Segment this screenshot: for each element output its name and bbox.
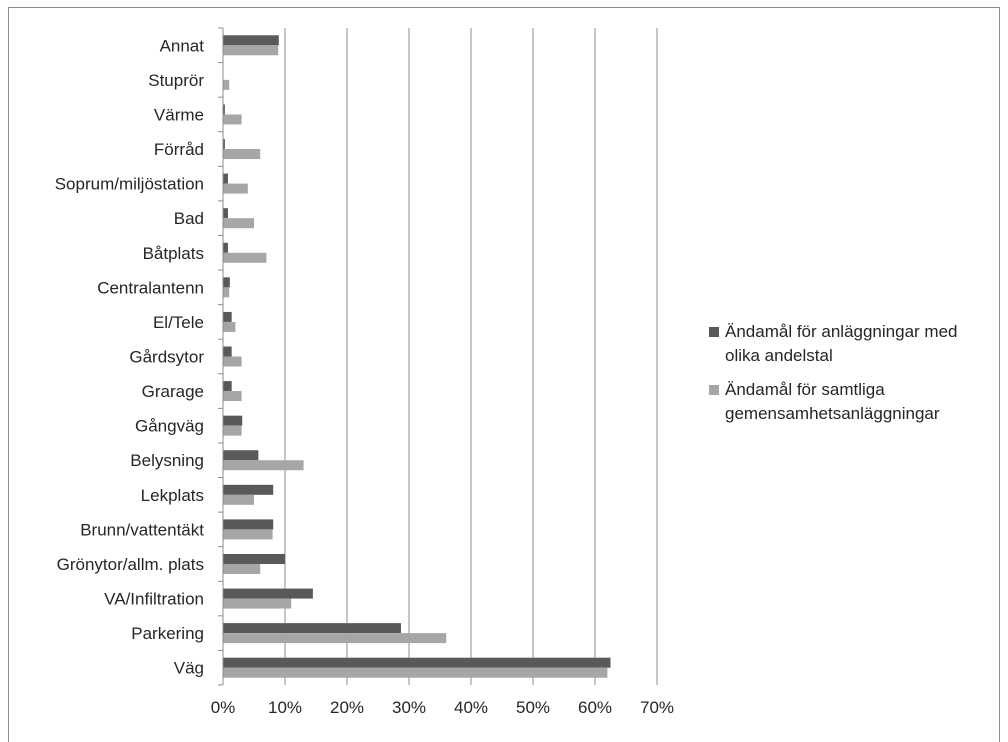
category-label: Annat bbox=[160, 36, 205, 55]
category-label: Soprum/miljöstation bbox=[55, 175, 204, 194]
x-tick-label: 70% bbox=[640, 698, 674, 717]
x-tick-label: 10% bbox=[268, 698, 302, 717]
x-tick-label: 0% bbox=[211, 698, 236, 717]
legend-label-line: olika andelstal bbox=[725, 346, 833, 365]
category-label: Grarage bbox=[142, 382, 204, 401]
legend-label-line: Ändamål för anläggningar med bbox=[725, 322, 958, 341]
bar bbox=[223, 460, 304, 471]
bar bbox=[223, 657, 611, 668]
bar bbox=[223, 598, 292, 609]
bar bbox=[223, 139, 225, 150]
x-tick-label: 30% bbox=[392, 698, 426, 717]
bar bbox=[223, 277, 230, 288]
x-tick-label: 60% bbox=[578, 698, 612, 717]
bar bbox=[223, 218, 254, 229]
bar bbox=[223, 588, 313, 599]
category-label: Grönytor/allm. plats bbox=[57, 555, 204, 574]
legend-label-line: Ändamål för samtliga bbox=[725, 380, 885, 399]
category-label: Lekplats bbox=[141, 486, 204, 505]
bar bbox=[223, 494, 254, 505]
legend-swatch-series-2 bbox=[709, 385, 719, 395]
category-label: Förråd bbox=[154, 140, 204, 159]
category-label: VA/Infiltration bbox=[104, 590, 204, 609]
bar bbox=[223, 287, 230, 298]
bar bbox=[223, 529, 273, 540]
bar bbox=[223, 252, 267, 263]
bar bbox=[223, 79, 230, 90]
legend-swatch-series-1 bbox=[709, 327, 719, 337]
legend-item-series-1: Ändamål för anläggningar med olika andel… bbox=[709, 320, 999, 368]
category-label: Belysning bbox=[130, 451, 204, 470]
category-label: Gårdsytor bbox=[129, 348, 204, 367]
bar bbox=[223, 183, 248, 194]
bar bbox=[223, 346, 232, 357]
bars bbox=[223, 35, 611, 678]
category-label: Gångväg bbox=[135, 417, 204, 436]
bar bbox=[223, 381, 232, 392]
category-label: Väg bbox=[174, 659, 204, 678]
bar bbox=[223, 633, 447, 644]
legend: Ändamål för anläggningar med olika andel… bbox=[709, 320, 999, 436]
bar bbox=[223, 356, 242, 367]
bar bbox=[223, 425, 242, 436]
bar bbox=[223, 149, 261, 160]
category-label: Parkering bbox=[131, 624, 204, 643]
category-label: Centralantenn bbox=[97, 278, 204, 297]
x-axis-tick-labels: 0% 10% 20% 30% 40% 50% 60% 70% bbox=[211, 698, 674, 717]
bar bbox=[223, 114, 242, 125]
bar bbox=[223, 208, 228, 219]
category-label: Stuprör bbox=[148, 71, 204, 90]
bar bbox=[223, 104, 225, 115]
y-axis bbox=[218, 27, 224, 686]
category-labels: Annat Stuprör Värme Förråd Soprum/miljöstati… bbox=[55, 36, 205, 677]
x-tick-label: 20% bbox=[330, 698, 364, 717]
bar bbox=[223, 415, 243, 426]
bar bbox=[223, 484, 274, 495]
legend-item-series-2: Ändamål för samtliga gemensamhetsanläggn… bbox=[709, 378, 999, 426]
x-tick-label: 50% bbox=[516, 698, 550, 717]
category-label: Båtplats bbox=[143, 244, 204, 263]
category-label: El/Tele bbox=[153, 313, 204, 332]
legend-label-line: gemensamhetsanläggningar bbox=[725, 404, 940, 423]
bar bbox=[223, 563, 261, 574]
category-label: Bad bbox=[174, 209, 204, 228]
bar bbox=[223, 450, 259, 461]
x-tick-label: 40% bbox=[454, 698, 488, 717]
bar bbox=[223, 321, 236, 332]
bar bbox=[223, 667, 608, 678]
bar bbox=[223, 242, 228, 253]
bar bbox=[223, 623, 401, 634]
bar bbox=[223, 519, 274, 530]
bar bbox=[223, 35, 279, 46]
bar bbox=[223, 45, 279, 56]
bar bbox=[223, 311, 232, 322]
gridlines bbox=[284, 28, 658, 685]
category-label: Brunn/vattentäkt bbox=[80, 520, 204, 539]
bar bbox=[223, 391, 242, 402]
bar bbox=[223, 173, 228, 184]
bar bbox=[223, 553, 285, 564]
category-label: Värme bbox=[154, 105, 204, 124]
chart-frame bbox=[8, 7, 1000, 742]
